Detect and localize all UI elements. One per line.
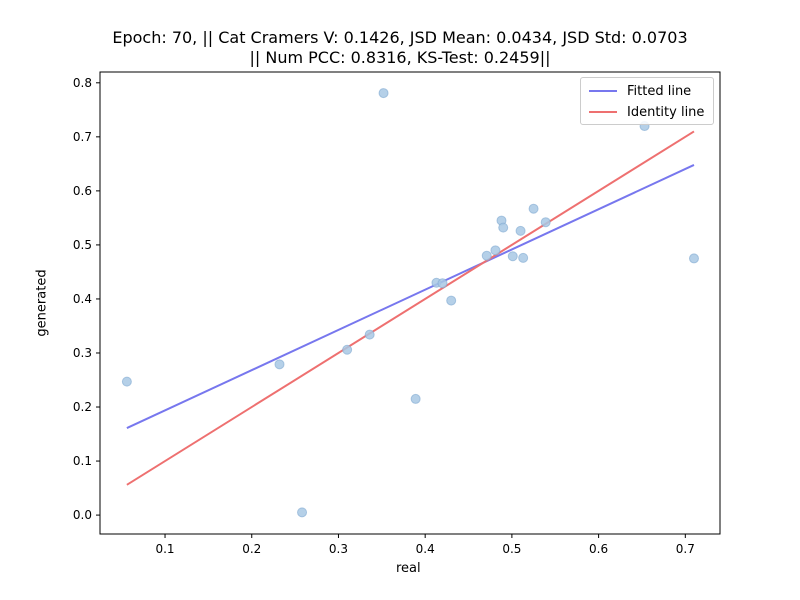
y-tick-label: 0.6 bbox=[73, 184, 92, 198]
chart-title-line-1: Epoch: 70, || Cat Cramers V: 0.1426, JSD… bbox=[112, 28, 688, 47]
legend-entry-fitted: Fitted line bbox=[589, 81, 691, 101]
scatter-point-6 bbox=[410, 393, 421, 404]
scatter-point-17 bbox=[528, 203, 539, 214]
y-tick-label: 0.4 bbox=[73, 292, 92, 306]
scatter-point-15 bbox=[515, 225, 526, 236]
scatter-point-2 bbox=[297, 507, 308, 518]
x-axis-ticks: 0.1 0.2 0.3 0.4 0.5 0.6 0.7 bbox=[155, 534, 695, 556]
y-tick-label: 0.8 bbox=[73, 76, 92, 90]
series-line-fitted bbox=[126, 164, 695, 429]
scatter-point-13 bbox=[498, 222, 509, 233]
x-axis-label: real bbox=[396, 561, 421, 576]
x-tick-label: 0.3 bbox=[329, 542, 348, 556]
x-tick-label: 0.5 bbox=[502, 542, 521, 556]
scatter-point-3 bbox=[342, 344, 353, 355]
legend-label-identity: Identity line bbox=[627, 104, 705, 120]
x-tick-label: 0.2 bbox=[242, 542, 261, 556]
scatter-point-4 bbox=[364, 329, 375, 340]
scatter-point-9 bbox=[446, 295, 457, 306]
legend-swatch-fitted bbox=[589, 90, 617, 92]
scatter-point-0 bbox=[121, 376, 132, 387]
legend-label-fitted: Fitted line bbox=[627, 83, 692, 99]
x-tick-label: 0.7 bbox=[676, 542, 695, 556]
series-lines bbox=[126, 130, 695, 486]
x-tick-label: 0.1 bbox=[155, 542, 174, 556]
scatter-points bbox=[121, 88, 699, 518]
scatter-point-16 bbox=[518, 252, 529, 263]
scatter-point-1 bbox=[274, 359, 285, 370]
y-tick-label: 0.0 bbox=[73, 508, 92, 522]
y-tick-label: 0.7 bbox=[73, 130, 92, 144]
scatter-point-18 bbox=[540, 217, 551, 228]
scatter-point-10 bbox=[481, 250, 492, 261]
scatter-point-20 bbox=[688, 253, 699, 264]
x-tick-label: 0.6 bbox=[589, 542, 608, 556]
y-tick-label: 0.1 bbox=[73, 454, 92, 468]
scatter-point-14 bbox=[507, 251, 518, 262]
y-axis-ticks: 0.0 0.1 0.2 0.3 0.4 0.5 0.6 0.7 0.8 bbox=[73, 76, 100, 522]
series-line-identity bbox=[126, 130, 695, 486]
y-tick-label: 0.3 bbox=[73, 346, 92, 360]
legend-entry-identity: Identity line bbox=[589, 102, 704, 122]
y-tick-label: 0.5 bbox=[73, 238, 92, 252]
scatter-point-11 bbox=[490, 245, 501, 256]
scatter-point-5 bbox=[378, 88, 389, 99]
x-tick-label: 0.4 bbox=[416, 542, 435, 556]
chart-legend: Fitted line Identity line bbox=[580, 77, 714, 125]
plot-frame bbox=[99, 71, 721, 535]
y-tick-label: 0.2 bbox=[73, 400, 92, 414]
y-axis-label: generated bbox=[34, 269, 50, 337]
chart-title-line-2: || Num PCC: 0.8316, KS-Test: 0.2459|| bbox=[249, 48, 551, 67]
scatter-point-8 bbox=[437, 278, 448, 289]
legend-swatch-identity bbox=[589, 111, 617, 113]
